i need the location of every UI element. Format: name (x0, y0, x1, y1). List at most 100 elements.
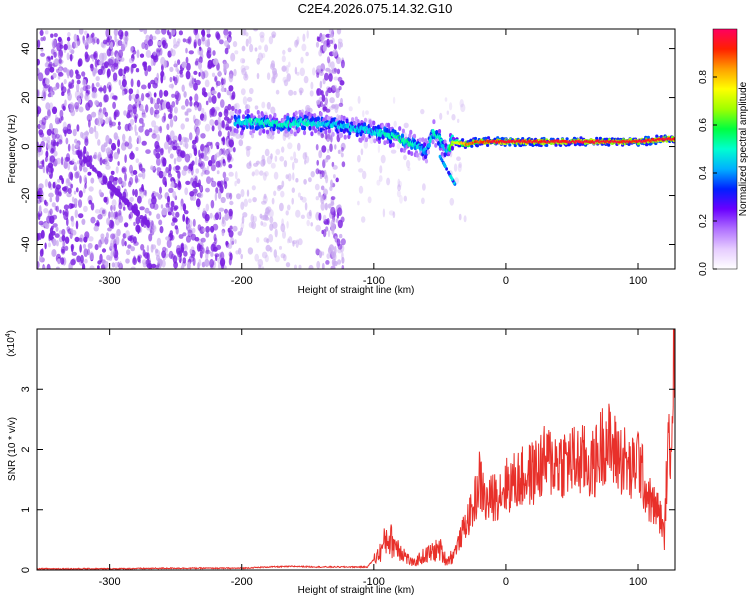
noise-point (224, 34, 229, 39)
noise-point (318, 212, 322, 221)
noise-point (251, 185, 256, 191)
noise-point (332, 84, 338, 91)
noise-point (192, 180, 198, 189)
noise-point (228, 164, 233, 169)
noise-point (300, 214, 305, 219)
noise-point (234, 180, 237, 187)
noise-point (194, 156, 198, 166)
noise-point (300, 56, 304, 64)
noise-point (304, 202, 308, 211)
noise-point (37, 159, 40, 168)
noise-point (109, 41, 114, 50)
noise-point (337, 219, 343, 229)
noise-point (340, 59, 345, 69)
noise-point (38, 205, 42, 214)
noise-point (187, 262, 191, 269)
noise-point (341, 161, 346, 168)
noise-point (64, 156, 71, 162)
noise-point (236, 193, 241, 200)
noise-point (407, 166, 411, 172)
noise-point (332, 68, 338, 74)
noise-point (232, 225, 238, 232)
noise-point (170, 29, 176, 36)
signal-point (313, 113, 317, 118)
noise-point (141, 84, 147, 90)
spectrogram-noise (37, 29, 467, 269)
noise-point (61, 234, 66, 242)
noise-point (292, 172, 295, 181)
noise-point (397, 178, 401, 188)
noise-point (55, 114, 58, 122)
noise-point (92, 72, 96, 77)
noise-point (157, 40, 162, 46)
noise-point (185, 47, 188, 54)
noise-point (254, 253, 259, 262)
noise-point (254, 169, 260, 176)
noise-point (156, 167, 162, 172)
noise-point (210, 243, 216, 252)
signal-point (470, 144, 474, 148)
signal-point (319, 127, 323, 133)
noise-point (40, 229, 45, 239)
signal-point (473, 136, 478, 141)
noise-point (310, 81, 314, 90)
noise-point (319, 195, 325, 204)
noise-point (228, 139, 234, 148)
noise-point (218, 111, 223, 118)
noise-point (322, 214, 327, 222)
noise-point (205, 246, 209, 255)
noise-point (49, 102, 54, 111)
noise-point (206, 92, 212, 97)
noise-point (223, 40, 230, 47)
noise-point (393, 120, 397, 128)
noise-point (113, 177, 118, 181)
noise-point (46, 139, 50, 149)
noise-point (460, 103, 466, 113)
noise-point (156, 237, 162, 246)
noise-point (56, 157, 62, 165)
signal-point (443, 139, 447, 145)
noise-point (185, 56, 189, 64)
signal-point (649, 141, 653, 145)
noise-point (48, 242, 51, 248)
noise-point (105, 29, 110, 38)
noise-point (161, 156, 166, 164)
noise-point (335, 90, 340, 99)
noise-point (163, 112, 166, 122)
noise-point (92, 37, 96, 45)
noise-point (333, 76, 339, 81)
noise-point (77, 59, 82, 67)
spectrogram-y-tick-label: -20 (20, 188, 32, 204)
noise-point (48, 181, 52, 189)
signal-point (450, 177, 454, 181)
noise-point (102, 39, 108, 45)
signal-point (421, 137, 425, 143)
signal-point (475, 144, 479, 148)
noise-point (175, 211, 180, 218)
noise-point (185, 117, 190, 122)
spectrogram-y-tick-label: 0 (20, 143, 32, 149)
noise-point (57, 258, 61, 265)
noise-point (150, 166, 156, 171)
noise-point (187, 219, 193, 229)
noise-point (46, 58, 49, 66)
noise-point (168, 113, 173, 120)
noise-point (101, 248, 107, 253)
noise-point (103, 85, 107, 94)
signal-point (261, 113, 265, 118)
noise-point (106, 254, 111, 261)
noise-point (95, 82, 100, 88)
noise-point (403, 154, 407, 161)
noise-point (228, 208, 233, 217)
spectrogram-x-tick-label: -200 (231, 275, 253, 287)
noise-point (315, 248, 320, 256)
noise-point (91, 91, 96, 99)
noise-point (106, 68, 111, 78)
noise-point (210, 164, 216, 172)
noise-point (97, 260, 102, 265)
noise-point (153, 92, 157, 98)
noise-point (200, 172, 204, 177)
noise-point (155, 144, 161, 153)
noise-point (105, 196, 109, 205)
noise-point (198, 56, 203, 64)
